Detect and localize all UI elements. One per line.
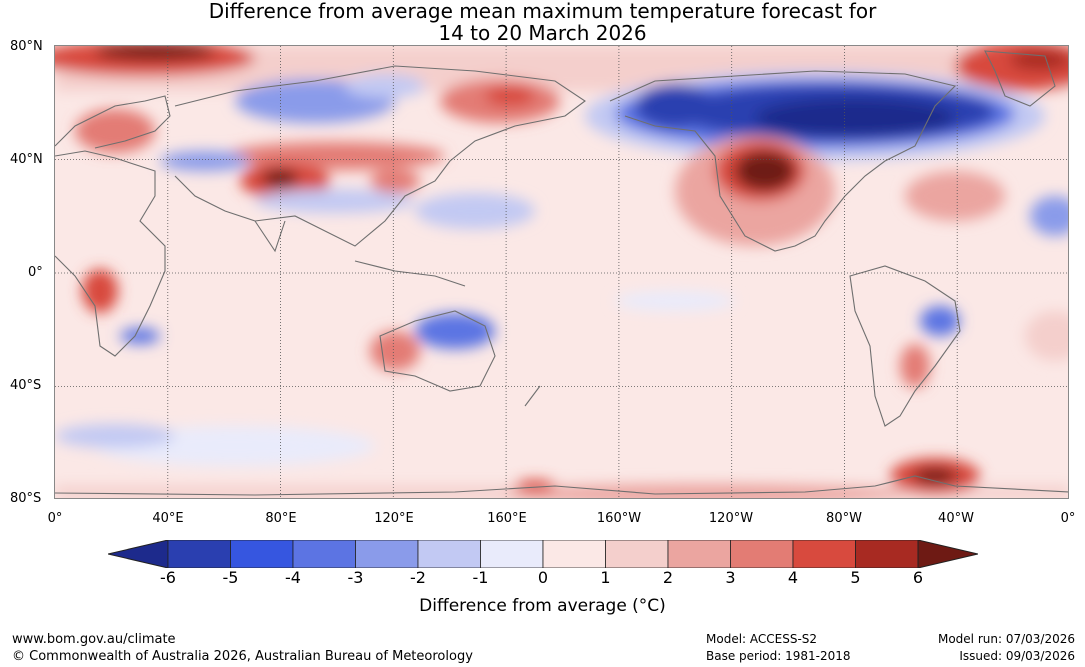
south-america-coast	[849, 265, 961, 427]
colorbar-swatch	[292, 540, 356, 568]
lon-label-40e: 40°E	[152, 511, 184, 526]
colorbar-swatch	[417, 540, 481, 568]
colorbar-tick-label: 3	[725, 568, 736, 587]
colorbar-extend-min	[108, 540, 169, 568]
lat-label-40s: 40°S	[10, 378, 42, 393]
footer-url: www.bom.gov.au/climate	[12, 632, 176, 647]
north-america-coast	[609, 70, 957, 252]
antarctica-coast	[55, 475, 1068, 496]
lon-label-80e: 80°E	[265, 511, 297, 526]
footer-model: Model: ACCESS-S2	[706, 632, 818, 646]
lon-label-160e: 160°E	[487, 511, 527, 526]
lat-label-40n: 40°N	[10, 152, 43, 167]
colorbar-tick-label: -4	[285, 568, 301, 587]
lon-label-120e: 120°E	[374, 511, 414, 526]
colorbar-tick-label: -2	[410, 568, 426, 587]
map-title-line-1: Difference from average mean maximum tem…	[208, 0, 877, 23]
colorbar-tick-label: -6	[160, 568, 176, 587]
footer-issued: Issued: 09/03/2026	[959, 649, 1075, 663]
colorbar-tick-label: 1	[600, 568, 611, 587]
colorbar-swatch	[730, 540, 794, 568]
greenland	[984, 50, 1056, 107]
footer-base-period: Base period: 1981-2018	[706, 649, 851, 663]
colorbar-label: Difference from average (°C)	[419, 596, 666, 616]
colorbar-swatch	[667, 540, 731, 568]
colorbar	[108, 540, 978, 568]
colorbar-swatch	[855, 540, 919, 568]
colorbar-swatch	[230, 540, 294, 568]
lon-label-0: 0°	[47, 511, 63, 526]
colorbar-tick-label: 2	[662, 568, 674, 587]
lon-label-40w: 40°W	[938, 511, 974, 526]
lon-label-120w: 120°W	[708, 511, 754, 526]
temperature-anomaly-map	[54, 45, 1069, 499]
colorbar-tick-label: 6	[912, 568, 924, 587]
footer-model-run: Model run: 07/03/2026	[937, 632, 1075, 646]
lat-label-0: 0°	[28, 265, 43, 280]
colorbar-tick-label: -5	[222, 568, 239, 587]
europe-coast	[55, 95, 171, 149]
colorbar-extend-max	[917, 540, 978, 568]
anomaly-field	[55, 46, 1068, 498]
colorbar-swatch	[480, 540, 544, 568]
colorbar-swatch	[355, 540, 419, 568]
lat-label-80s: 80°S	[10, 491, 42, 506]
map-title-line-2: 14 to 20 March 2026	[438, 21, 647, 45]
colorbar-swatch	[792, 540, 856, 568]
colorbar-swatch	[605, 540, 669, 568]
new-zealand	[524, 385, 541, 407]
indonesia	[354, 260, 466, 287]
asia-coast	[174, 65, 586, 247]
colorbar-tick-label: -1	[472, 568, 489, 587]
colorbar-tick-label: 4	[787, 568, 799, 587]
australia-coast	[379, 310, 496, 392]
colorbar-tick-label: -3	[347, 568, 364, 587]
colorbar-tick-label: 5	[850, 568, 861, 587]
graticule	[55, 46, 1068, 498]
footer-copyright: © Commonwealth of Australia 2026, Austra…	[12, 649, 473, 664]
lon-label-160w: 160°W	[596, 511, 642, 526]
africa-coast	[55, 150, 166, 357]
coastlines	[55, 50, 1068, 496]
colorbar-tick-label: 0	[537, 568, 549, 587]
lat-label-80n: 80°N	[10, 39, 43, 54]
colorbar-swatch	[167, 540, 231, 568]
colorbar-swatch	[542, 540, 606, 568]
indian-peninsula	[254, 220, 286, 253]
lon-label-80w: 80°W	[826, 511, 862, 526]
lon-label-0-east: 0°	[1060, 511, 1076, 526]
map-canvas	[55, 46, 1068, 498]
